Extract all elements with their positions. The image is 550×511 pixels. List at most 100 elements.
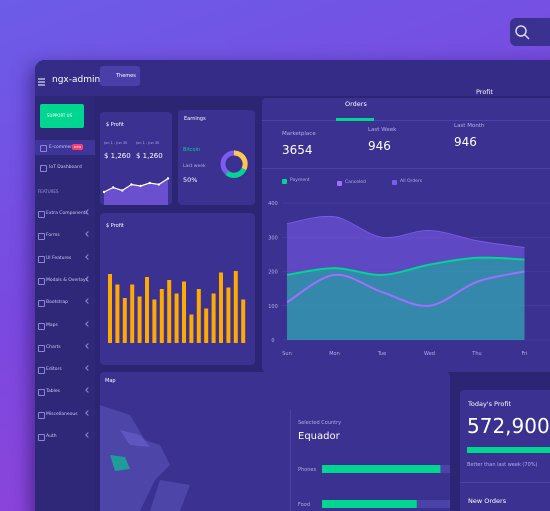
search-icon[interactable] bbox=[512, 22, 532, 42]
menu-icon bbox=[38, 255, 45, 263]
theme-button-label: Themes bbox=[116, 73, 136, 79]
brand: ngx-admin bbox=[52, 75, 101, 85]
stat-value: 946 bbox=[454, 135, 477, 149]
theme-button[interactable] bbox=[100, 66, 140, 86]
bar bbox=[219, 272, 223, 343]
profit-point bbox=[102, 190, 106, 194]
profit-point bbox=[139, 184, 142, 188]
bar bbox=[322, 500, 417, 508]
menu-icon bbox=[38, 233, 45, 241]
bar bbox=[196, 289, 201, 343]
bar bbox=[122, 298, 127, 343]
menu-item[interactable]: IoT Dashboard bbox=[49, 165, 82, 170]
section-label: FEATURES bbox=[38, 189, 59, 194]
orders-chart: 0 100 200 300 400 Sun Mon Tue Wed Thu Fri bbox=[268, 201, 550, 357]
x-tick-label: Mon bbox=[329, 351, 340, 357]
support-button[interactable] bbox=[40, 104, 84, 128]
series-area bbox=[287, 257, 525, 340]
menu-icon bbox=[40, 165, 47, 172]
bar bbox=[108, 274, 112, 343]
menu-item[interactable]: Modals & Overlays bbox=[46, 277, 89, 283]
menu-item[interactable]: Bootstrap bbox=[46, 300, 68, 306]
badge: new bbox=[72, 144, 84, 150]
period-range: Jun 1 - Jun 30 bbox=[104, 141, 128, 145]
y-tick-label: 300 bbox=[268, 235, 278, 241]
tab[interactable]: Orders bbox=[345, 100, 367, 108]
menu-icon bbox=[40, 145, 47, 152]
stat-label: Last Month bbox=[454, 123, 485, 129]
x-tick-label: Thu bbox=[471, 351, 481, 357]
note: Better than last week (70%) bbox=[467, 462, 538, 468]
profit-chart bbox=[102, 177, 170, 205]
series-line bbox=[286, 215, 525, 248]
country-bars: Phones Food bbox=[298, 465, 450, 508]
menu-item[interactable]: Charts bbox=[46, 344, 61, 350]
tab-divider bbox=[262, 120, 550, 121]
bar-label: Food bbox=[298, 502, 310, 508]
series-area bbox=[287, 216, 525, 340]
legend-label: Canceled bbox=[345, 180, 366, 185]
y-tick-label: 100 bbox=[268, 304, 278, 310]
donut bbox=[220, 150, 248, 178]
profit-point bbox=[148, 181, 151, 185]
menu-item[interactable]: E-commerce bbox=[49, 145, 78, 150]
y-tick-label: 200 bbox=[268, 270, 278, 276]
period: Last week bbox=[183, 164, 206, 169]
card-title: New Orders bbox=[468, 497, 507, 505]
profit-point bbox=[157, 183, 161, 186]
bar bbox=[226, 287, 231, 343]
active-item[interactable] bbox=[35, 140, 95, 155]
bar bbox=[137, 296, 142, 343]
change: 50% bbox=[183, 176, 198, 184]
x-tick-label: Sun bbox=[282, 351, 292, 357]
menu-icon bbox=[38, 411, 45, 419]
bar bbox=[204, 308, 209, 343]
tab[interactable]: Profit bbox=[476, 88, 493, 96]
profit-point bbox=[121, 189, 124, 192]
world-map bbox=[100, 405, 190, 511]
card-title: Earnings bbox=[184, 116, 206, 122]
bar bbox=[233, 271, 238, 343]
bar bbox=[189, 314, 194, 343]
bar bbox=[167, 280, 172, 343]
bar bbox=[152, 299, 157, 343]
menu-icon bbox=[38, 211, 45, 218]
stat-value: 946 bbox=[368, 139, 391, 153]
card-title: Map bbox=[105, 378, 116, 384]
menu-icon bbox=[38, 300, 45, 308]
profit-value: 572,900 bbox=[467, 414, 550, 438]
profit-point bbox=[111, 186, 115, 189]
menu-item[interactable]: Auth bbox=[46, 434, 57, 439]
active-tab-indicator bbox=[336, 118, 374, 121]
menu-item[interactable]: Maps bbox=[46, 322, 58, 328]
menu-item[interactable]: Extra Components bbox=[46, 211, 88, 216]
legend-swatch bbox=[392, 180, 397, 186]
x-tick-label: Wed bbox=[424, 351, 435, 357]
series-line bbox=[286, 270, 525, 307]
card-title: Today's Profit bbox=[468, 400, 511, 408]
period-range: Jun 1 - Jun 30 bbox=[136, 141, 160, 145]
divider bbox=[290, 410, 291, 511]
bar-chart bbox=[108, 271, 246, 343]
menu-item[interactable]: Tables bbox=[46, 389, 60, 395]
menu-item[interactable]: Editors bbox=[46, 367, 62, 373]
menu-item[interactable]: Miscellaneous bbox=[46, 411, 78, 417]
legend-label: All Orders bbox=[400, 179, 423, 185]
menu-item[interactable]: Forms bbox=[46, 233, 60, 239]
period-value: $ 1,260 bbox=[104, 152, 131, 160]
bar bbox=[145, 277, 149, 343]
x-tick-label: Fri bbox=[522, 351, 528, 357]
divider bbox=[262, 168, 550, 169]
progress-bar bbox=[467, 447, 550, 453]
selected-label: Selected Country bbox=[298, 420, 342, 426]
profit-area bbox=[104, 178, 168, 205]
menu-item[interactable]: UI Features bbox=[46, 255, 72, 261]
bar bbox=[115, 284, 120, 343]
menu-icon bbox=[38, 344, 45, 352]
bar bbox=[241, 299, 246, 343]
menu-icon[interactable] bbox=[38, 78, 46, 86]
menu-icon bbox=[38, 434, 45, 441]
profit-line bbox=[103, 177, 169, 193]
y-tick-label: 0 bbox=[271, 338, 274, 344]
